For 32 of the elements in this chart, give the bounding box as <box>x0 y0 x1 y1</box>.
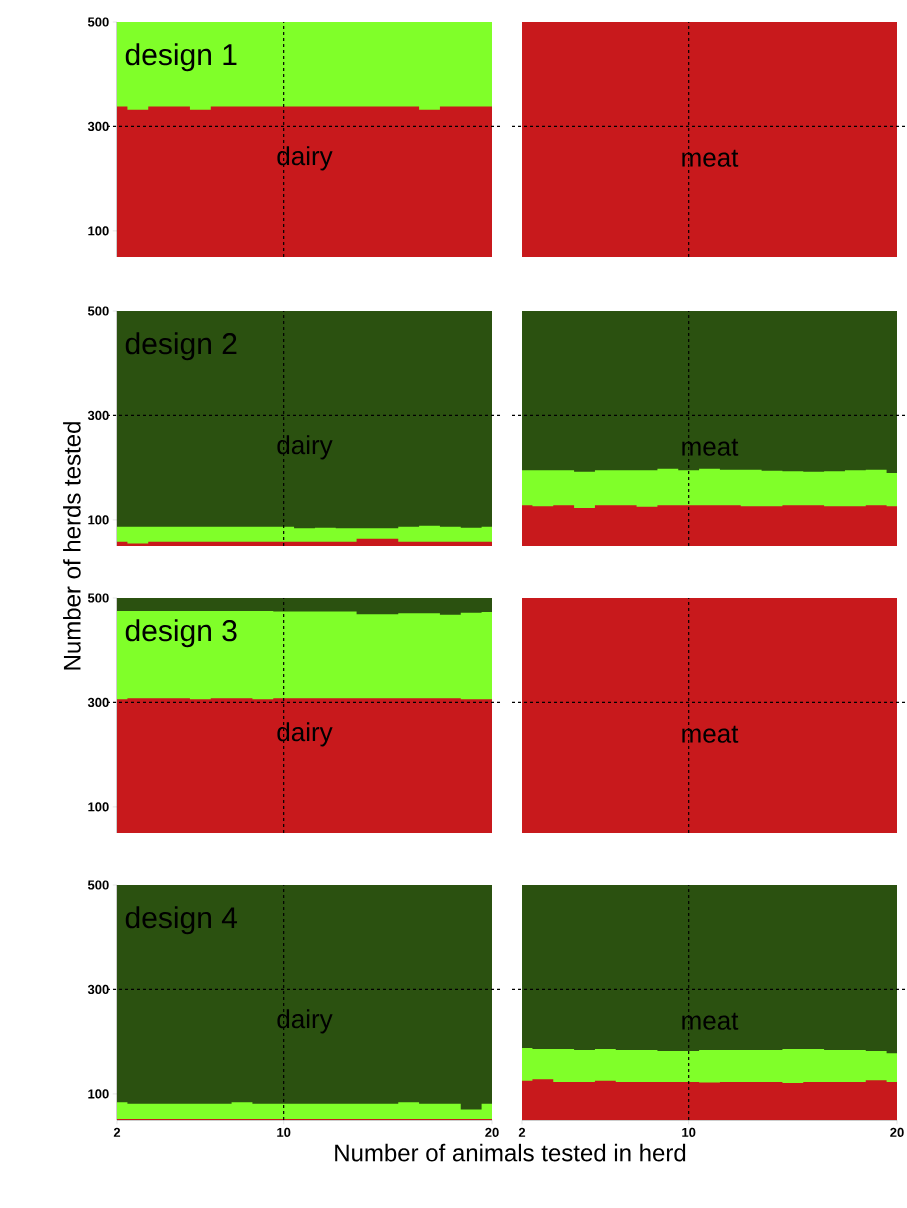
y-tick-label: 500 <box>87 17 109 27</box>
y-tick-label: 500 <box>87 880 109 890</box>
y-tick-label: 300 <box>87 697 109 708</box>
y-tick-label: 300 <box>87 410 109 421</box>
y-tick-label: 300 <box>87 984 109 995</box>
y-tick-label: 100 <box>88 226 109 236</box>
y-tick-label: 500 <box>87 306 109 316</box>
annotation: dairy <box>277 1009 333 1034</box>
y-tick-label: 100 <box>88 1089 109 1099</box>
annotation: design 2 <box>125 332 237 361</box>
annotation: meat <box>682 438 739 456</box>
x-axis-title: Number of animals tested in herd <box>335 1143 686 1162</box>
y-tick-label: 300 <box>87 121 109 132</box>
annotation: design 3 <box>125 619 237 648</box>
annotation: design 1 <box>125 43 237 72</box>
y-axis-title: Number of herds tested <box>63 422 81 670</box>
annotation: meat <box>682 149 739 167</box>
annotation: dairy <box>277 435 333 460</box>
x-tick-label: 10 <box>277 1127 291 1137</box>
x-tick-label: 10 <box>682 1127 696 1137</box>
x-tick-label: 2 <box>113 1127 121 1137</box>
x-tick-label: 20 <box>485 1127 499 1137</box>
annotation: dairy <box>277 722 333 747</box>
annotation: meat <box>682 725 739 743</box>
y-tick-label: 100 <box>88 802 109 812</box>
annotation: meat <box>682 1012 739 1030</box>
y-tick-label: 100 <box>88 515 109 525</box>
x-tick-label: 20 <box>890 1127 904 1137</box>
y-tick-label: 500 <box>87 593 109 603</box>
annotation: dairy <box>277 146 333 171</box>
x-tick-label: 2 <box>518 1127 526 1137</box>
annotation: design 4 <box>125 906 238 935</box>
